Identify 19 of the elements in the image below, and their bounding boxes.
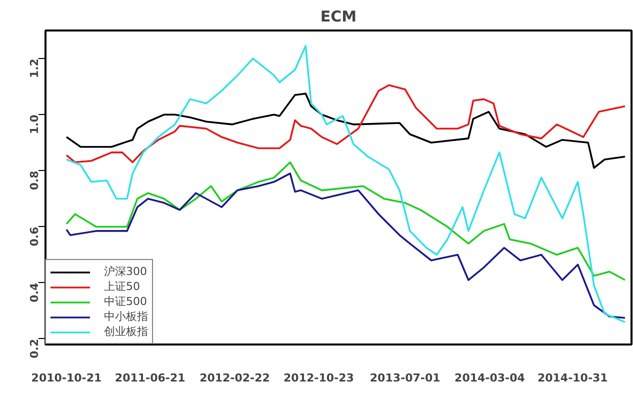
x-tick-label: 2012-02-22 xyxy=(200,372,270,384)
legend-label: 中小板指 xyxy=(104,309,148,324)
legend-label: 中证500 xyxy=(104,294,147,309)
y-tick-label: 1.2 xyxy=(28,58,41,78)
legend-label: 上证50 xyxy=(104,279,140,294)
legend-label: 沪深300 xyxy=(104,264,147,279)
y-tick-label: 0.4 xyxy=(28,282,41,302)
y-tick-label: 0.8 xyxy=(28,170,41,190)
x-tick-label: 2014-10-31 xyxy=(537,372,608,384)
y-tick-label: 1.0 xyxy=(28,114,41,134)
chart-title: ECM xyxy=(320,8,357,26)
x-tick-label: 2013-07-01 xyxy=(370,372,440,384)
y-tick-label: 0.6 xyxy=(28,226,41,246)
x-tick-label: 2014-03-04 xyxy=(454,372,526,384)
y-tick-label: 0.2 xyxy=(28,338,41,358)
legend-label: 创业板指 xyxy=(104,324,148,339)
x-tick-label: 2012-10-23 xyxy=(284,372,354,384)
x-tick-label: 2011-06-21 xyxy=(114,372,186,384)
x-tick-label: 2010-10-21 xyxy=(31,372,102,384)
